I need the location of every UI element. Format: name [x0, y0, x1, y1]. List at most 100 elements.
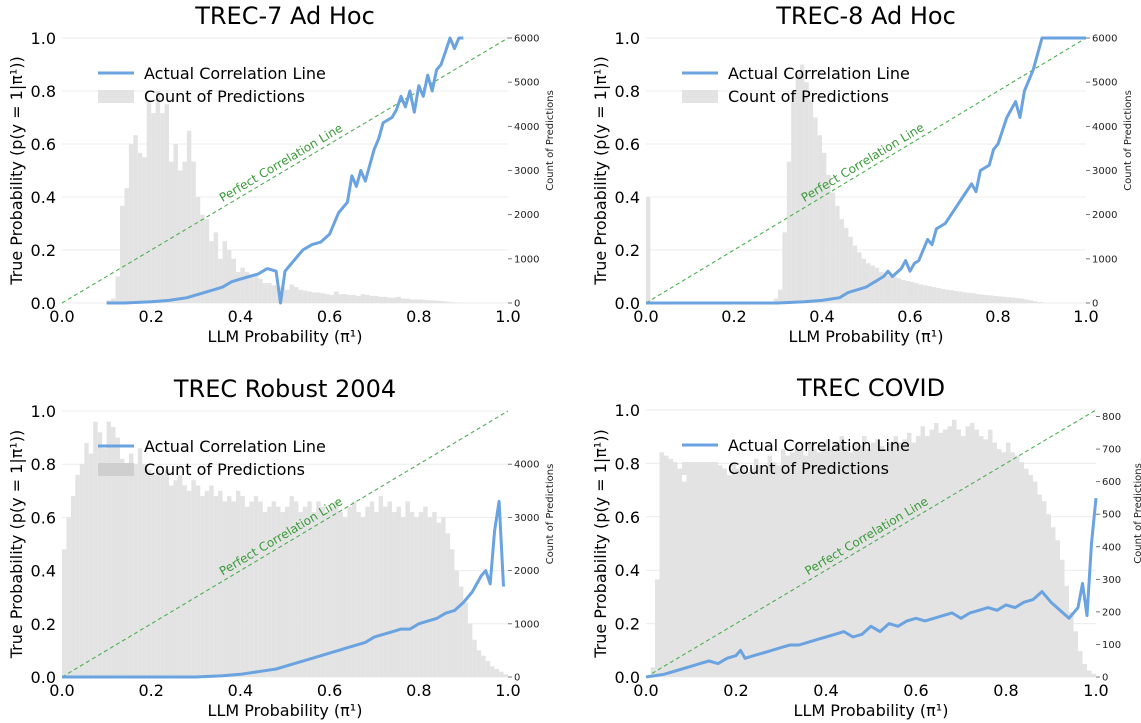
histogram-bar — [646, 197, 651, 303]
histogram-bar — [1015, 455, 1020, 677]
histogram-bar — [861, 258, 866, 303]
y-tick-label: 0.0 — [615, 294, 640, 313]
histogram-bar — [776, 465, 781, 677]
histogram-bar — [749, 468, 754, 677]
histogram-bar — [293, 287, 299, 303]
histogram-bar — [949, 290, 954, 303]
histogram-bar — [965, 426, 970, 677]
histogram-bar — [934, 423, 939, 677]
histogram-bar — [727, 475, 732, 677]
chart-title: TREC COVID — [796, 374, 945, 402]
histogram-bar — [844, 227, 849, 303]
histogram-bar — [400, 298, 406, 303]
y2-tick-label: 6000 — [514, 34, 539, 45]
histogram-bar — [414, 299, 419, 303]
histogram-bar — [1015, 298, 1020, 303]
histogram-bar — [387, 501, 393, 677]
histogram-bar — [1024, 468, 1029, 677]
histogram-bar — [405, 298, 410, 303]
histogram-bar — [173, 144, 178, 303]
y-axis-label: True Probability (p(y = 1|π¹)) — [591, 56, 610, 286]
y-axis-label: True Probability (p(y = 1|π¹)) — [7, 430, 26, 660]
histogram-bar — [988, 429, 993, 677]
histogram-bar — [320, 506, 326, 677]
y2-tick-label: 5000 — [1092, 78, 1117, 89]
histogram-bar — [883, 274, 888, 303]
x-tick-label: 0.2 — [138, 681, 163, 700]
histogram-bar — [137, 448, 143, 677]
histogram-bar — [650, 667, 655, 677]
histogram-bar — [866, 263, 871, 303]
histogram-bar — [450, 302, 455, 303]
histogram-bar — [111, 298, 116, 303]
legend-count-swatch — [98, 463, 134, 476]
histogram-bar — [93, 421, 98, 677]
histogram-bar — [432, 300, 437, 303]
histogram-bar — [821, 445, 826, 677]
histogram-bar — [119, 458, 125, 677]
histogram-bar — [271, 501, 277, 677]
x-tick-label: 1.0 — [1073, 307, 1098, 326]
x-tick-label: 0.6 — [903, 681, 928, 700]
y-tick-label: 0.8 — [615, 82, 640, 101]
histogram-bar — [418, 299, 424, 303]
histogram-bar — [227, 250, 232, 303]
histogram-bar — [427, 517, 433, 677]
y-tick-label: 1.0 — [31, 29, 56, 48]
histogram-bar — [1064, 585, 1069, 677]
y2-tick-label: 700 — [1102, 445, 1121, 456]
histogram-bar — [923, 285, 928, 303]
histogram-bar — [844, 445, 849, 677]
histogram-bar — [441, 517, 446, 677]
legend-count-label: Count of Predictions — [144, 87, 305, 106]
histogram-bar — [830, 449, 835, 677]
histogram-bar — [817, 135, 822, 303]
histogram-bar — [704, 475, 709, 677]
histogram-bar — [240, 496, 245, 677]
histogram-bar — [1087, 670, 1092, 677]
histogram-bar — [151, 113, 156, 303]
histogram-bar — [271, 285, 277, 303]
histogram-bar — [111, 426, 116, 677]
histogram-bar — [418, 512, 424, 677]
y2-tick-label: 3000 — [514, 166, 539, 177]
histogram-bar — [958, 291, 963, 303]
histogram-bar — [893, 436, 898, 677]
histogram-bar — [445, 533, 451, 677]
histogram-bar — [871, 442, 876, 677]
histogram-bar — [378, 296, 384, 303]
histogram-bar — [974, 429, 979, 677]
y2-tick-label: 100 — [1102, 640, 1121, 651]
histogram-bar — [378, 496, 384, 677]
histogram-bar — [785, 455, 790, 677]
histogram-bar — [907, 432, 912, 677]
y-tick-label: 0.2 — [31, 241, 56, 260]
histogram-bar — [427, 300, 433, 303]
histogram-bar — [695, 468, 700, 677]
histogram-bar — [222, 241, 228, 303]
perfect-correlation-line — [645, 409, 1097, 678]
y-tick-label: 0.0 — [615, 668, 640, 687]
histogram-bar — [338, 294, 343, 303]
y2-tick-label: 2000 — [514, 210, 539, 221]
histogram-bar — [778, 289, 783, 303]
histogram-bar — [70, 496, 76, 677]
y2-tick-label: 0 — [1092, 299, 1098, 310]
histogram-bar — [1006, 442, 1011, 677]
y2-tick-label: 4000 — [514, 122, 539, 133]
y-tick-label: 0.6 — [615, 508, 640, 527]
histogram-bar — [758, 465, 763, 677]
histogram-bar — [998, 296, 1003, 303]
histogram-bar — [253, 496, 259, 677]
histogram-bar — [191, 480, 196, 677]
histogram-bar — [432, 512, 437, 677]
y2-tick-label: 3000 — [1092, 166, 1117, 177]
histogram-bar — [932, 287, 937, 303]
histogram-bar — [151, 474, 156, 677]
y-tick-label: 0.8 — [31, 455, 56, 474]
x-tick-label: 0.0 — [633, 681, 658, 700]
histogram-bar — [302, 506, 308, 677]
y2-tick-label: 2000 — [514, 566, 539, 577]
